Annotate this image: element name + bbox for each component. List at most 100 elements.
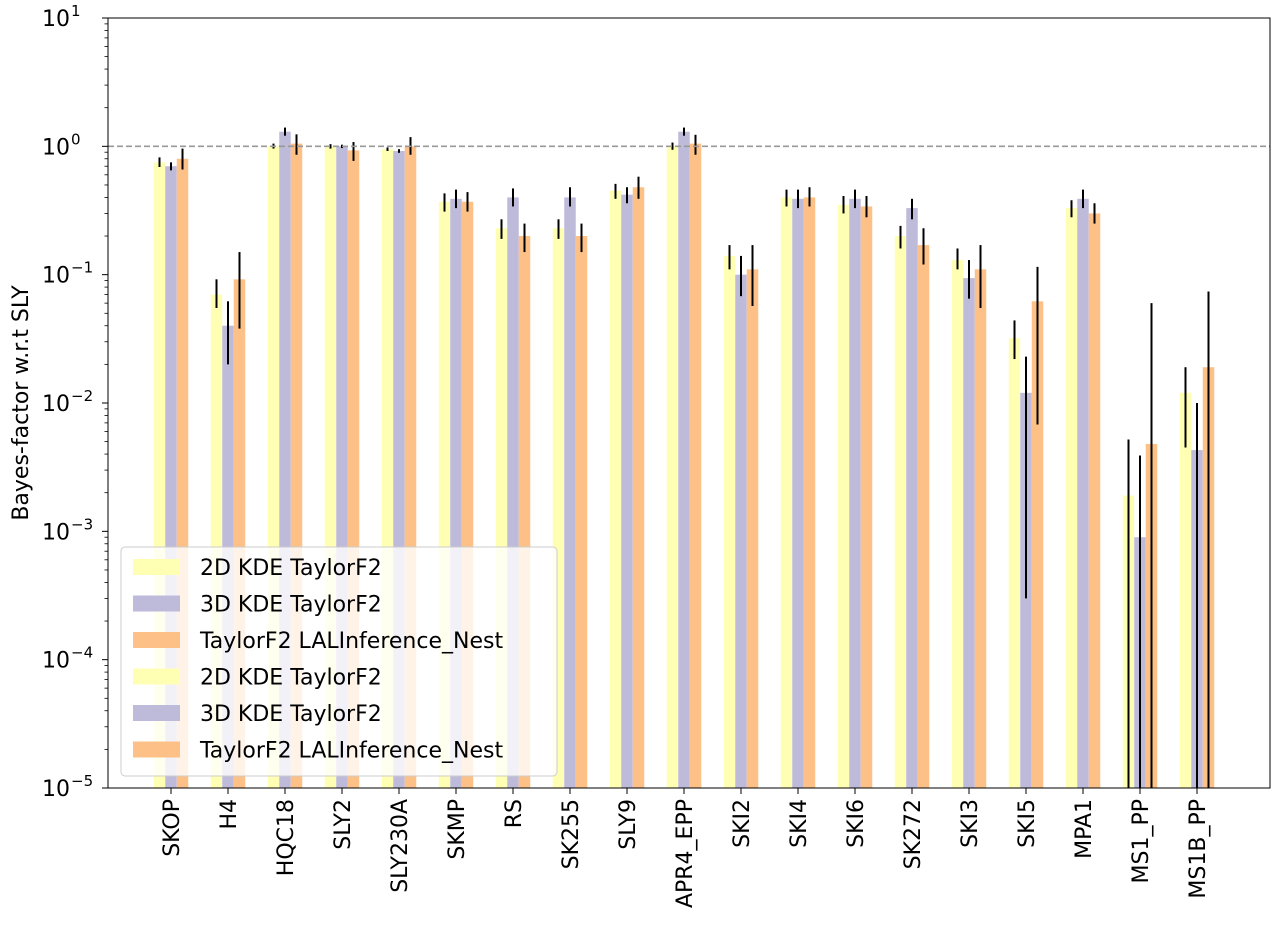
x-tick-label-rs: RS [502, 799, 527, 828]
legend-swatch [133, 559, 180, 575]
bar-hqc18-s0 [267, 146, 280, 789]
y-tick-base: 10 [42, 520, 70, 545]
bar-ski4-s2 [803, 197, 816, 789]
bar-ski2-s1 [735, 274, 747, 789]
bar-sly230a-s2 [404, 146, 417, 789]
x-tick-label-sly9: SLY9 [616, 799, 641, 850]
y-tick-exponent: 0 [71, 130, 81, 148]
bar-sly2-s1 [336, 146, 348, 789]
legend-swatch [133, 705, 180, 721]
bar-apr4_epp-s0 [666, 146, 679, 789]
bar-rs-s2 [518, 236, 531, 788]
bar-ski3-s0 [951, 260, 964, 788]
bar-skmp-s2 [461, 201, 474, 789]
bar-ski6-s2 [860, 206, 873, 788]
bar-sly2-s2 [347, 150, 360, 788]
bar-ski2-s2 [746, 269, 759, 788]
legend-label: 3D KDE TaylorF2 [200, 593, 382, 618]
legend-label: 2D KDE TaylorF2 [200, 556, 382, 581]
bar-ski4-s1 [792, 198, 804, 789]
x-axis: SKOP H4 HQC18 SLY2 SLY230A SKMP RS SK255 SLY9 APR… [160, 788, 1211, 908]
y-tick-label: 10 [42, 264, 70, 289]
bar-ski6-s1 [849, 198, 861, 789]
bar-mpa1-s0 [1065, 208, 1078, 789]
bar-h4-s2 [233, 279, 246, 788]
x-tick-label-sly230a: SLY230A [388, 799, 413, 893]
x-tick-label-sly2: SLY2 [331, 799, 356, 850]
legend-label: TaylorF2 LALInference_Nest [199, 629, 503, 654]
y-tick-exponent: −1 [71, 259, 93, 277]
x-tick-label-sk255: SK255 [559, 799, 584, 869]
legend-swatch [133, 741, 180, 758]
bar-ski3-s1 [963, 278, 975, 788]
legend-label: TaylorF2 LALInference_Nest [199, 739, 503, 764]
bar-sk272-s1 [906, 208, 918, 789]
bar-mpa1-s2 [1088, 213, 1101, 789]
bar-sly230a-s1 [393, 150, 405, 788]
y-axis-label: Bayes-factor w.r.t SLY [9, 285, 34, 521]
y-tick-label: 10 [42, 777, 70, 802]
legend-swatch [133, 595, 180, 612]
y-tick-exponent: −4 [71, 644, 93, 662]
bar-ski3-s2 [974, 269, 987, 788]
bar-mpa1-s1 [1077, 198, 1089, 789]
legend-label: 3D KDE TaylorF2 [200, 702, 382, 727]
x-tick-label-ski3: SKI3 [958, 799, 983, 848]
x-tick-label-ms1_pp: MS1_PP [1129, 799, 1154, 883]
y-tick-base: 10 [42, 649, 70, 674]
y-tick-exponent: −2 [71, 387, 93, 405]
legend: 2D KDE TaylorF2 3D KDE TaylorF2 TaylorF2 L… [120, 546, 558, 777]
bar-sly230a-s0 [381, 149, 394, 788]
bar-hqc18-s1 [279, 131, 291, 789]
y-tick-label: 10 [42, 392, 70, 417]
bar-skop-s0 [153, 162, 166, 789]
x-tick-label-hqc18: HQC18 [274, 799, 299, 876]
error-bars-layer [158, 127, 1210, 788]
bar-sly9-s0 [609, 190, 622, 789]
bar-skmp-s1 [450, 198, 462, 789]
legend-label: 2D KDE TaylorF2 [200, 666, 382, 691]
x-tick-label-ski5: SKI5 [1015, 799, 1040, 848]
x-tick-label-skmp: SKMP [445, 799, 470, 860]
x-tick-label-h4: H4 [217, 799, 242, 830]
bar-ski5-s0 [1008, 338, 1021, 788]
y-tick-exponent: −3 [71, 515, 93, 533]
bar-apr4_epp-s1 [678, 131, 690, 789]
y-tick-base: 10 [42, 135, 70, 160]
y-tick-exponent: −5 [71, 772, 93, 790]
x-tick-label-ski6: SKI6 [844, 799, 869, 848]
bar-sly9-s1 [621, 194, 633, 789]
bar-sly2-s0 [324, 146, 337, 789]
y-tick-base: 10 [42, 264, 70, 289]
y-tick-base: 10 [42, 7, 70, 32]
bar-hqc18-s2 [290, 143, 303, 789]
bar-apr4_epp-s2 [689, 143, 702, 789]
bar-skop-s2 [176, 158, 189, 788]
bar-skop-s1 [165, 166, 177, 789]
x-tick-label-ms1b_pp: MS1B_PP [1186, 799, 1211, 899]
y-tick-exponent: 1 [71, 2, 81, 20]
bar-h4-s0 [210, 294, 223, 788]
y-tick-label: 10 [42, 135, 70, 160]
legend-swatch [133, 632, 180, 648]
y-tick-label: 10 [42, 520, 70, 545]
bar-sk255-s0 [552, 228, 565, 788]
bar-ms1b_pp-s0 [1179, 392, 1192, 788]
bar-sk272-s2 [917, 245, 930, 788]
bar-ski2-s0 [723, 255, 736, 788]
y-tick-label: 10 [42, 649, 70, 674]
y-tick-base: 10 [42, 392, 70, 417]
x-tick-label-skop: SKOP [160, 799, 185, 857]
legend-box [120, 546, 558, 777]
bar-rs-s0 [495, 228, 508, 788]
x-tick-label-mpa1: MPA1 [1072, 799, 1097, 859]
bar-ski4-s0 [780, 197, 793, 789]
legend-swatch [133, 668, 180, 685]
bar-sk255-s2 [575, 236, 588, 788]
y-tick-base: 10 [42, 777, 70, 802]
y-tick-label: 10 [42, 7, 70, 32]
x-tick-label-ski4: SKI4 [787, 799, 812, 848]
x-tick-label-apr4_epp: APR4_EPP [673, 799, 698, 908]
bar-ski6-s0 [837, 204, 850, 788]
